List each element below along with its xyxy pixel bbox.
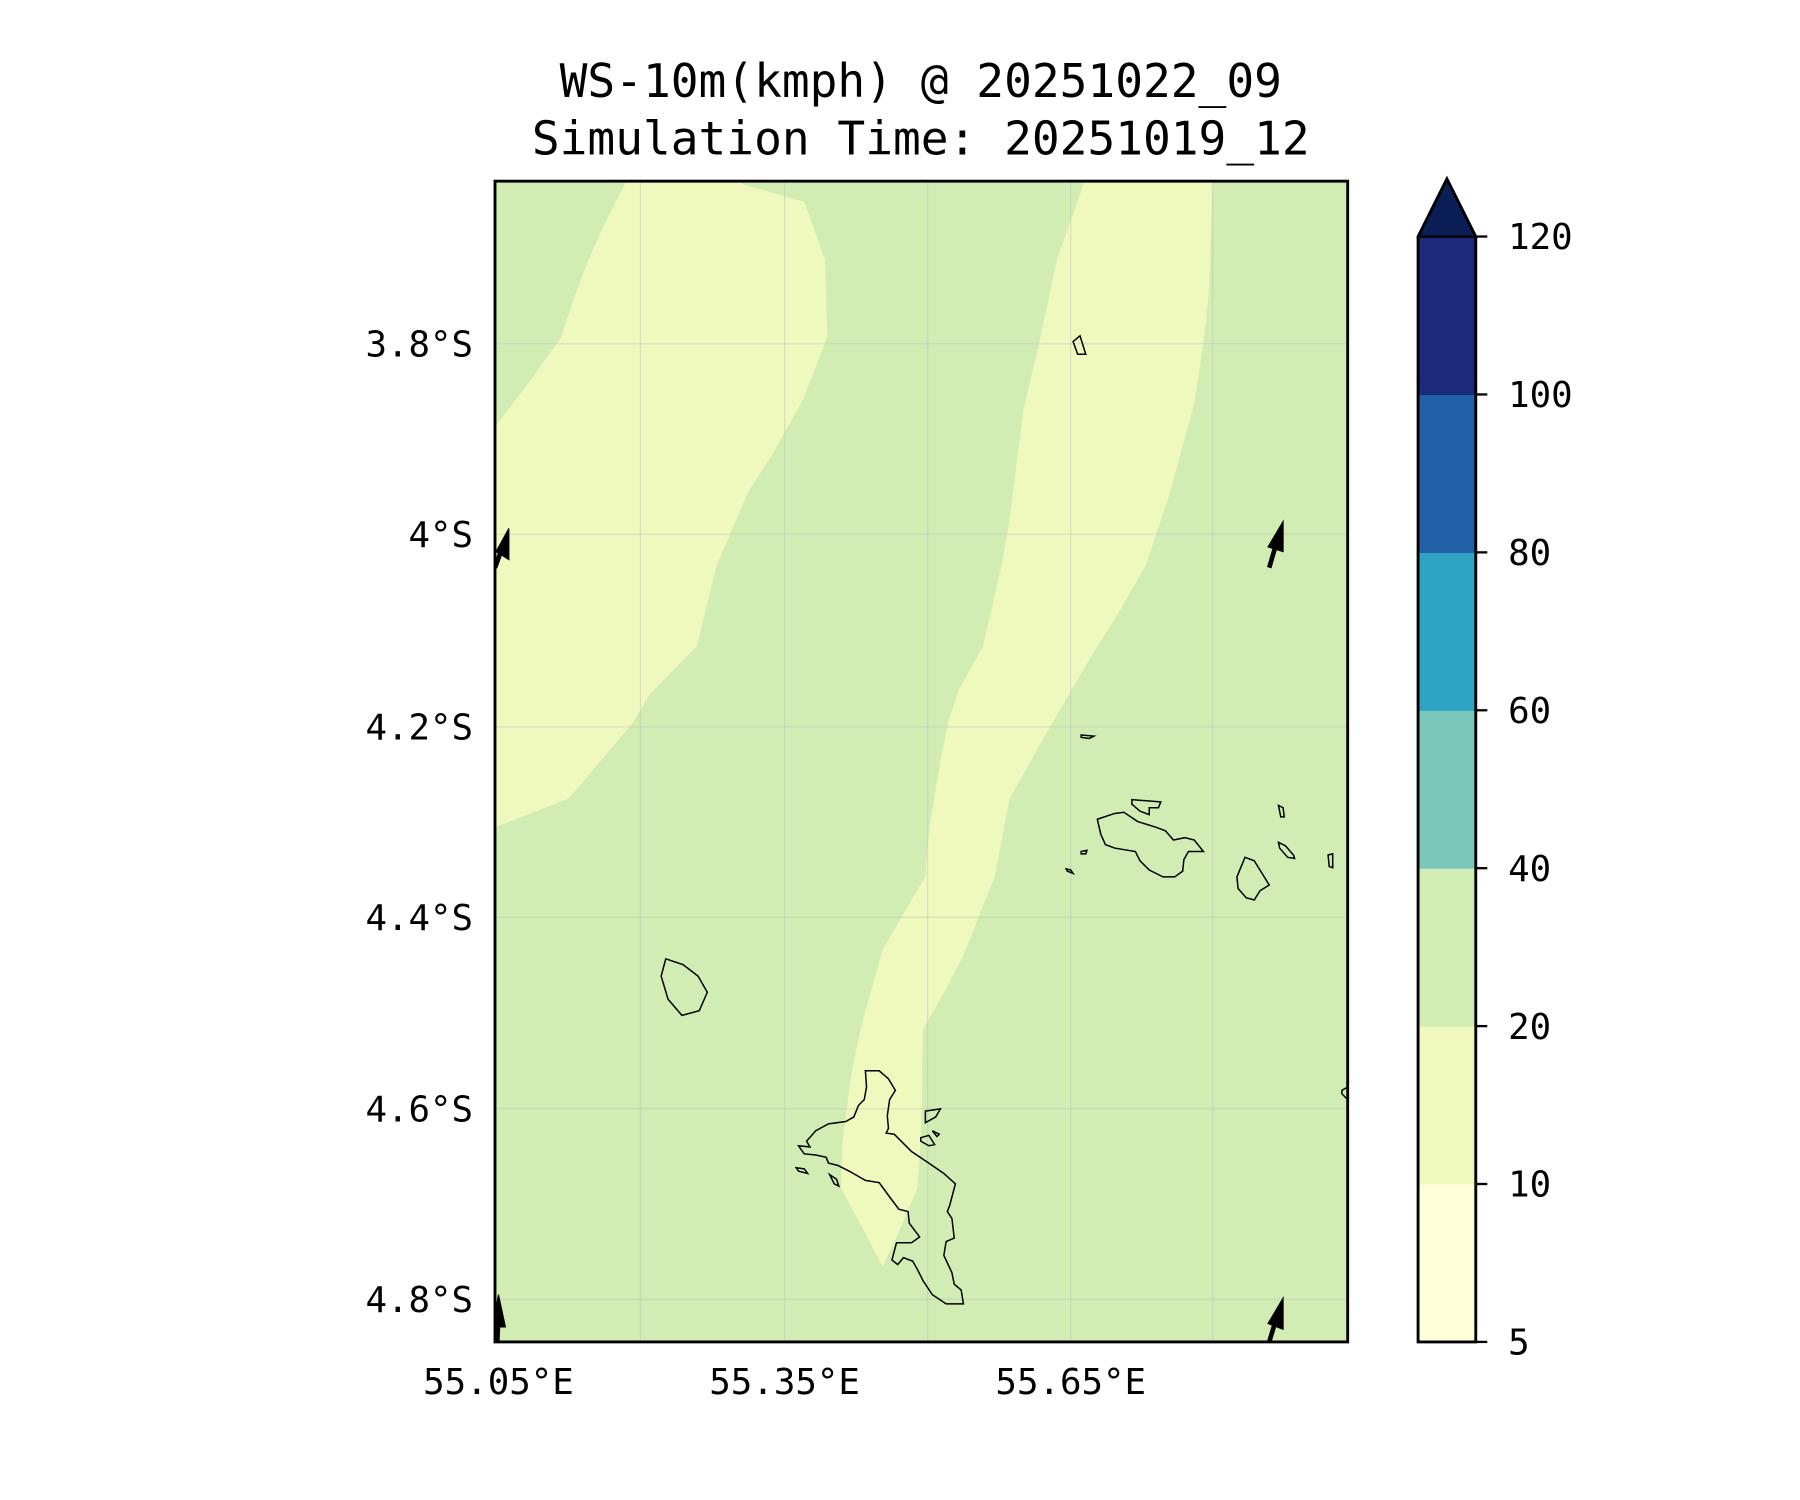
y-tick-label: 4.4°S <box>365 898 473 939</box>
coastlines <box>660 334 1348 1305</box>
map-area <box>493 179 1350 1344</box>
colorbar-segment <box>1418 710 1476 869</box>
y-tick-label: 3.8°S <box>365 325 473 366</box>
y-tick-label: 4.6°S <box>365 1090 473 1131</box>
y-tick-label: 4.8°S <box>365 1280 473 1321</box>
colorbar-extend-arrow <box>1416 176 1478 238</box>
colorbar-segment <box>1418 394 1476 553</box>
colorbar-tick-label: 100 <box>1508 375 1573 416</box>
x-tick-label: 55.35°E <box>709 1362 860 1403</box>
colorbar-tick-label: 5 <box>1508 1323 1530 1364</box>
field-10-20-central <box>841 181 1213 1267</box>
curieuse-island <box>1131 798 1162 816</box>
chart-title: WS-10m(kmph) @ 20251022_09 <box>560 54 1282 108</box>
colorbar-segment <box>1418 1026 1476 1185</box>
colorbar-tick-label: 20 <box>1508 1007 1551 1048</box>
mahe-island <box>796 1070 965 1305</box>
chart-subtitle: Simulation Time: 20251019_12 <box>532 112 1310 166</box>
colorbar-segment <box>1418 1184 1476 1343</box>
colorbar-segment <box>1418 236 1476 396</box>
colorbar-frame <box>1416 175 1478 1344</box>
colorbar-segment <box>1418 868 1476 1027</box>
wind-arrow-icon <box>1267 519 1284 569</box>
field-10-20-west <box>494 181 828 828</box>
colorbar-tick-label: 10 <box>1508 1165 1551 1206</box>
colorbar-tick-label: 120 <box>1508 217 1573 258</box>
la-digue-island <box>1236 856 1271 901</box>
x-axis-labels: 55.05°E 55.35°E 55.65°E <box>423 1362 1146 1403</box>
colorbar-segment <box>1418 552 1476 711</box>
wind-arrow-icon <box>1267 1295 1284 1342</box>
x-tick-label: 55.65°E <box>995 1362 1146 1403</box>
colorbar-tick-label: 80 <box>1508 533 1551 574</box>
y-axis-labels: 3.8°S 4°S 4.2°S 4.4°S 4.6°S 4.8°S <box>365 325 473 1321</box>
praslin-island <box>1096 811 1206 878</box>
y-tick-label: 4.2°S <box>365 708 473 749</box>
colorbar-tick-label: 60 <box>1508 691 1551 732</box>
wind-arrow-icon <box>494 528 510 569</box>
gridlines <box>494 181 1348 1342</box>
map-frame <box>493 179 1350 1344</box>
x-tick-label: 55.05°E <box>423 1362 574 1403</box>
silhouette-island <box>660 957 709 1017</box>
colorbar: 5 10 20 40 60 80 100 120 <box>1416 175 1573 1364</box>
y-tick-label: 4°S <box>408 515 473 556</box>
colorbar-tick-label: 40 <box>1508 849 1551 890</box>
wind-vectors <box>494 519 1284 1342</box>
